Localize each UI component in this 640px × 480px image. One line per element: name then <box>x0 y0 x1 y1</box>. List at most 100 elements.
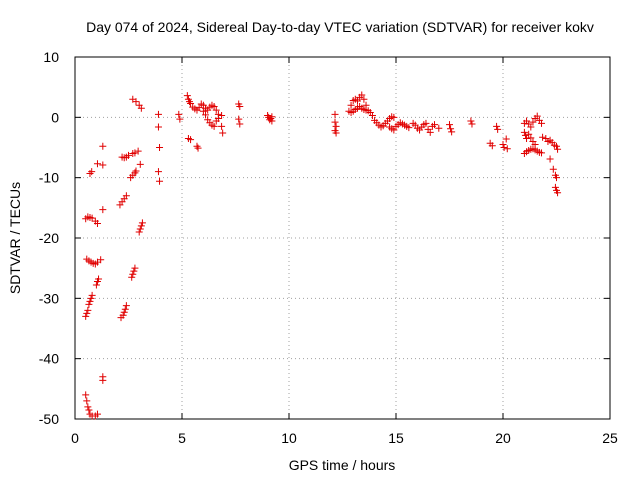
data-point <box>92 281 100 289</box>
data-point <box>87 294 95 302</box>
axis-ticks <box>74 56 611 420</box>
data-point <box>99 206 107 214</box>
y-tick-label: -20 <box>39 230 59 246</box>
data-point <box>426 128 434 136</box>
data-point <box>493 122 501 130</box>
data-point <box>154 168 162 176</box>
data-point <box>332 122 340 130</box>
data-point <box>183 92 191 100</box>
data-point <box>154 110 162 118</box>
data-point <box>132 167 140 175</box>
data-point <box>86 297 94 305</box>
data-point <box>130 267 138 275</box>
data-point <box>156 177 164 185</box>
y-axis-label: SDTVAR / TECUs <box>7 182 23 294</box>
data-point <box>84 306 92 314</box>
data-point <box>137 222 145 230</box>
x-axis-label: GPS time / hours <box>289 457 396 473</box>
data-point <box>99 376 107 384</box>
data-point <box>199 107 207 115</box>
data-point <box>527 123 535 131</box>
data-point <box>236 120 244 128</box>
data-point <box>93 410 101 418</box>
data-point <box>99 161 107 169</box>
data-point <box>521 131 529 139</box>
data-point <box>131 264 139 272</box>
data-point <box>431 121 439 129</box>
data-point <box>132 98 140 106</box>
data-point <box>136 225 144 233</box>
y-tick-label: 0 <box>51 109 59 125</box>
data-point <box>95 275 103 283</box>
data-point <box>99 142 107 150</box>
data-point <box>236 102 244 110</box>
x-tick-label: 10 <box>281 430 297 446</box>
data-point <box>553 142 560 150</box>
x-tick-label: 25 <box>602 430 618 446</box>
y-tick-label: -40 <box>39 351 59 367</box>
data-point <box>422 119 430 127</box>
data-point <box>86 169 94 177</box>
data-point <box>468 120 476 128</box>
data-point <box>84 403 92 411</box>
data-point <box>137 104 145 112</box>
data-point <box>120 308 128 316</box>
data-point <box>194 144 202 152</box>
data-point <box>82 391 90 399</box>
data-point <box>202 111 210 119</box>
data-point <box>467 117 475 125</box>
data-point <box>122 192 130 200</box>
data-point <box>185 98 193 106</box>
data-point <box>154 123 162 131</box>
data-point <box>138 219 146 227</box>
data-point <box>554 189 562 197</box>
data-point <box>210 102 218 110</box>
data-point <box>93 160 101 168</box>
data-point <box>533 112 541 120</box>
data-point <box>494 125 502 133</box>
data-point <box>88 214 96 222</box>
data-point <box>128 273 136 281</box>
data-point <box>264 112 272 120</box>
data-point <box>360 95 368 103</box>
data-point <box>119 311 127 319</box>
x-tick-label: 0 <box>71 430 79 446</box>
data-point <box>82 312 90 320</box>
data-point <box>235 115 243 123</box>
data-point <box>134 147 142 155</box>
data-point <box>212 106 220 114</box>
data-point <box>332 129 340 137</box>
data-point <box>156 144 164 151</box>
data-point <box>122 302 130 310</box>
data-point <box>520 128 528 136</box>
data-point <box>538 149 546 157</box>
x-tick-label: 15 <box>388 430 404 446</box>
data-point <box>368 112 376 120</box>
data-point <box>529 118 537 126</box>
data-point <box>125 151 132 159</box>
data-point <box>502 135 510 143</box>
x-tick-label: 20 <box>495 430 511 446</box>
y-tick-label: -30 <box>39 290 59 306</box>
data-point <box>331 110 339 118</box>
data-point <box>358 91 366 99</box>
data-points <box>82 91 562 420</box>
data-point <box>405 124 413 132</box>
data-point <box>538 119 546 127</box>
data-point <box>83 309 91 317</box>
data-point <box>527 134 535 142</box>
data-point <box>218 112 226 120</box>
data-point <box>488 142 496 150</box>
data-point <box>553 174 560 182</box>
data-point <box>435 124 443 132</box>
data-point <box>446 121 453 129</box>
chart-title: Day 074 of 2024, Sidereal Day-to-day VTE… <box>86 19 594 35</box>
data-point <box>83 397 91 405</box>
data-point <box>499 140 507 148</box>
data-point <box>539 133 547 141</box>
y-tick-label: -10 <box>39 170 59 186</box>
data-point <box>268 117 276 125</box>
data-point <box>85 406 93 414</box>
data-point <box>88 291 96 299</box>
data-point <box>390 126 398 134</box>
